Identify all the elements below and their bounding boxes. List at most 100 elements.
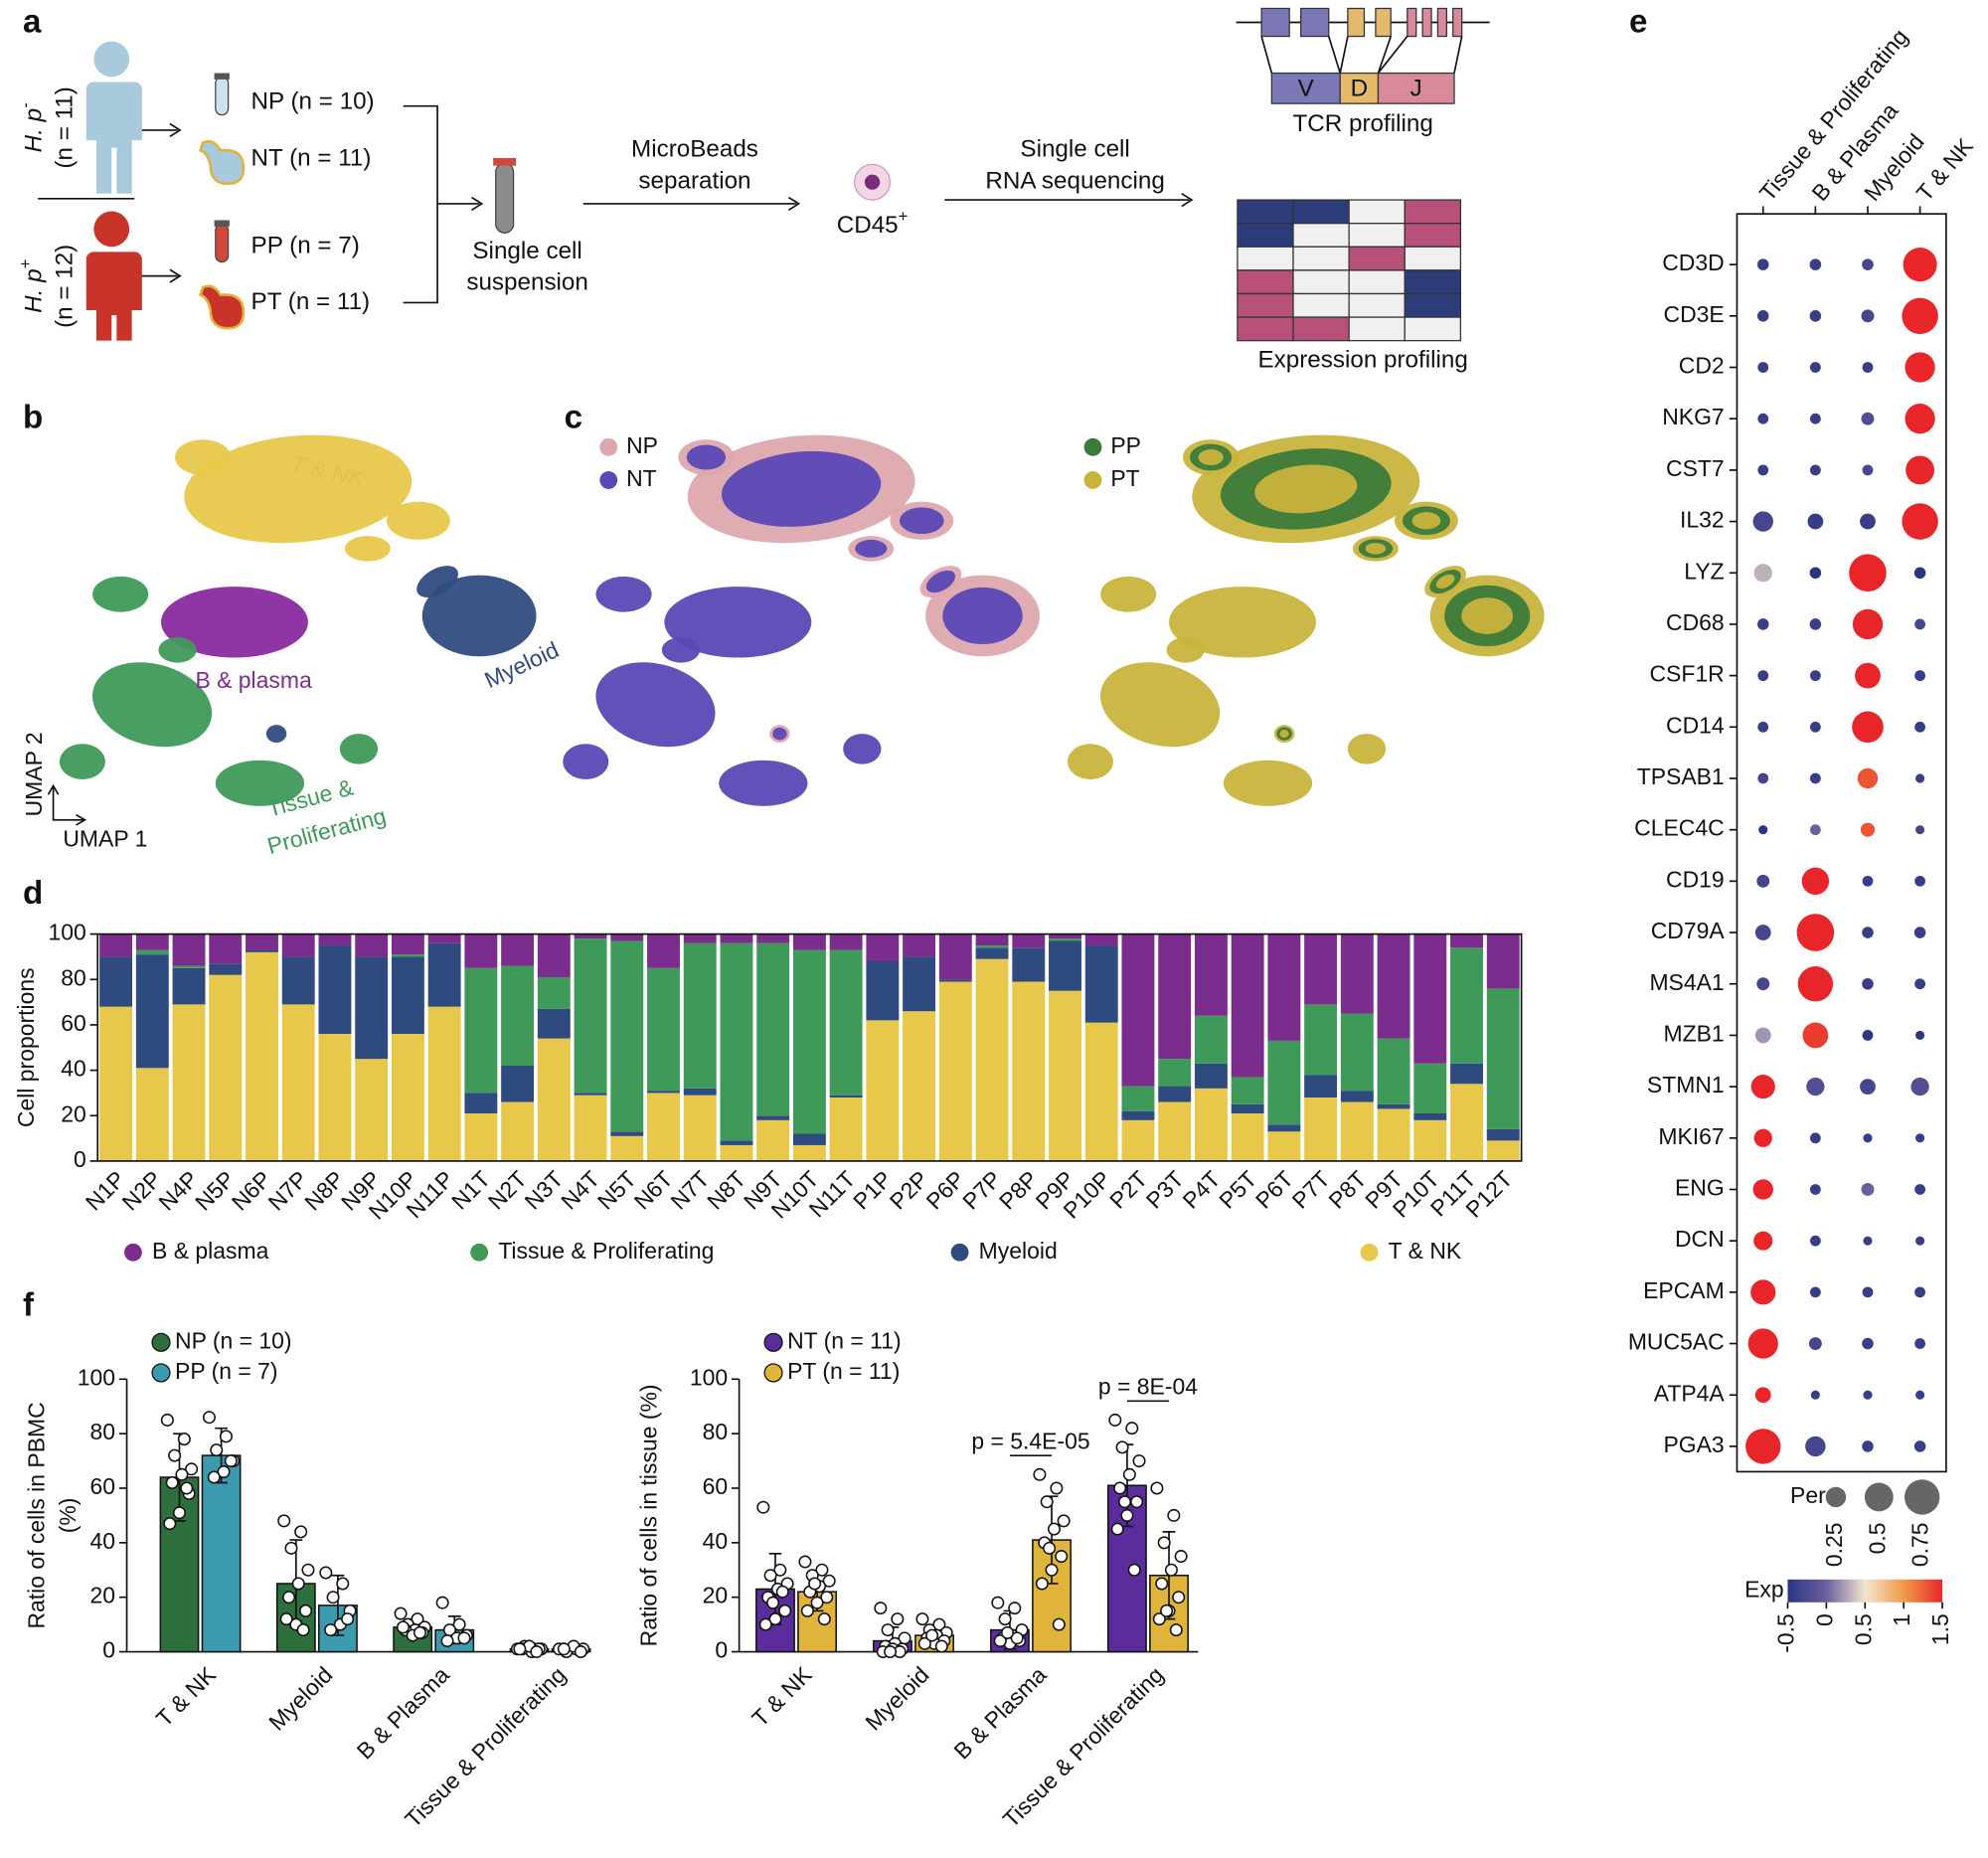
bar-segment (391, 1034, 424, 1161)
bar-segment (391, 933, 424, 955)
dot (1852, 711, 1884, 744)
heatmap-cell (1348, 246, 1406, 271)
umap-cluster (1461, 597, 1514, 634)
bar-segment (1049, 933, 1081, 939)
data-point (800, 1604, 814, 1617)
row-label: NKG7 (1662, 404, 1724, 429)
dot (1861, 309, 1875, 323)
axis-label: UMAP 1 (63, 825, 147, 851)
y-tick-label: 20 (90, 1583, 116, 1608)
bar-segment (1231, 1103, 1264, 1113)
bar-segment (464, 1112, 498, 1161)
dot (1753, 1231, 1773, 1251)
bar-segment (1121, 1086, 1155, 1111)
bar-segment (281, 933, 315, 957)
dot (1914, 1184, 1926, 1195)
data-point (820, 1591, 834, 1605)
bar-segment (647, 933, 680, 968)
dot (1910, 1077, 1929, 1097)
data-point (915, 1612, 929, 1626)
bar-segment (1084, 945, 1118, 1023)
bar-segment (1340, 1101, 1374, 1161)
person-icon (85, 82, 142, 194)
dot (1903, 248, 1937, 282)
sample-label: NT (n = 11) (251, 145, 372, 172)
dot (1914, 618, 1926, 630)
x-tick-label: T & NK (151, 1661, 222, 1732)
bar-segment (975, 933, 1009, 946)
dot (1756, 977, 1770, 991)
heatmap-cell (1404, 269, 1462, 295)
umap-cluster (664, 587, 812, 658)
bar-segment (756, 1119, 790, 1161)
dot (1860, 513, 1876, 530)
dot (1862, 1030, 1874, 1041)
dot (1914, 721, 1926, 733)
data-point (1047, 1522, 1061, 1536)
bar-segment (610, 1135, 644, 1161)
dot (1750, 1075, 1775, 1099)
umap-cluster (1347, 734, 1387, 764)
dot (1756, 874, 1770, 888)
data-point (217, 1465, 231, 1479)
dot (1914, 1286, 1926, 1298)
row-label: EPCAM (1643, 1277, 1725, 1303)
umap-cluster (421, 575, 537, 657)
data-point (756, 1500, 770, 1514)
bar-segment (172, 1004, 206, 1161)
data-point (282, 1591, 296, 1605)
y-tick-label: 100 (690, 1364, 728, 1390)
bar-segment (427, 942, 461, 1007)
bar-segment (1121, 1110, 1155, 1120)
legend-label: T & NK (1389, 1238, 1462, 1264)
panel-label: c (565, 400, 582, 436)
umap-cluster (772, 727, 787, 741)
bar-segment (135, 949, 169, 955)
row-label: CD14 (1666, 712, 1725, 738)
legend-label: PP (n = 7) (175, 1358, 278, 1384)
data-point (1132, 1454, 1146, 1468)
data-point (177, 1433, 191, 1446)
dot (1863, 1236, 1873, 1246)
dot (1758, 825, 1768, 835)
dot (1852, 608, 1884, 640)
segment-label: V (1298, 76, 1315, 102)
dot (1905, 404, 1935, 434)
data-point (457, 1631, 471, 1645)
data-point (763, 1569, 777, 1583)
umap-cluster (339, 734, 379, 764)
dot (1862, 927, 1874, 938)
y-tick-label: 60 (61, 1010, 86, 1036)
data-point (336, 1577, 350, 1591)
legend-swatch (151, 1332, 171, 1352)
bar-segment (1049, 940, 1081, 991)
row-label: MS4A1 (1649, 969, 1724, 995)
bar-segment (1486, 1140, 1520, 1161)
dot (1757, 413, 1769, 424)
step-label: TCR profiling (1293, 110, 1433, 137)
dot (1860, 822, 1876, 837)
dot (1757, 670, 1769, 682)
bar-segment (1231, 1077, 1264, 1104)
heatmap-cell (1292, 316, 1350, 342)
row-label: CD19 (1666, 866, 1725, 892)
bar-segment (829, 1097, 863, 1161)
data-point (530, 1645, 544, 1659)
bar-segment (1304, 1097, 1338, 1161)
umap-cluster (1279, 730, 1289, 739)
legend-swatch (470, 1243, 489, 1262)
tube-icon (214, 73, 517, 263)
bar-segment (172, 967, 206, 1005)
legend-label: Tissue & Proliferating (498, 1238, 714, 1264)
panel-label: f (23, 1286, 35, 1323)
bar-segment (1450, 933, 1483, 948)
dot (1915, 1133, 1925, 1143)
bar-segment (99, 956, 133, 1007)
data-point (1167, 1508, 1181, 1522)
row-label: MKI67 (1658, 1123, 1724, 1149)
dot (1863, 1133, 1873, 1143)
bar-segment (355, 933, 389, 957)
bar-segment (391, 954, 424, 957)
bar-segment (318, 945, 352, 1035)
